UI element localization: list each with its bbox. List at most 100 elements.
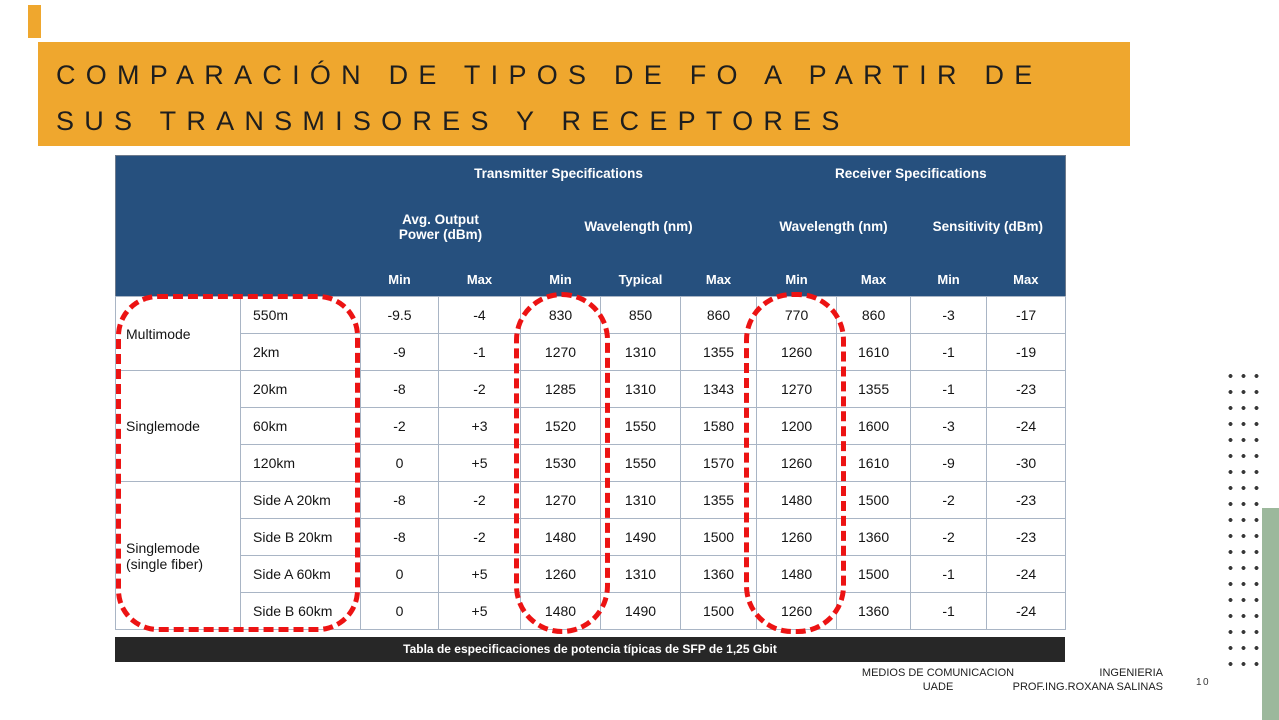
fiber-type-cell: Multimode: [115, 296, 241, 371]
value-cell: 1360: [836, 518, 912, 556]
header-spacer: [115, 190, 361, 263]
distance-cell: 120km: [240, 444, 361, 482]
value-cell: 1355: [836, 370, 912, 408]
value-cell: -30: [986, 444, 1067, 482]
value-cell: 830: [520, 296, 601, 334]
value-cell: 1310: [600, 370, 681, 408]
value-cell: -24: [986, 555, 1067, 593]
table-row: Singlemode (single fiber) Side A 20km -8…: [115, 481, 1067, 630]
fiber-spec-table: Transmitter Specifications Receiver Spec…: [115, 155, 1067, 630]
subheader-max: Max: [986, 262, 1066, 297]
value-cell: 1530: [520, 444, 601, 482]
value-cell: +5: [438, 592, 521, 630]
value-cell: 1600: [836, 407, 912, 445]
table-row: 2km -9 -1 1270 1310 1355 1260 1610 -1 -1…: [116, 333, 1067, 371]
value-cell: 0: [360, 555, 439, 593]
value-cell: 1310: [600, 333, 681, 371]
value-cell: -2: [438, 518, 521, 556]
value-cell: -9.5: [360, 296, 439, 334]
table-caption: Tabla de especificaciones de potencia tí…: [115, 637, 1065, 662]
value-cell: 1355: [679, 333, 758, 371]
table-row: Multimode 550m -9.5 -4 830 850 860 770 8…: [115, 296, 1067, 371]
value-cell: +3: [438, 407, 521, 445]
fiber-type-cell: Singlemode (single fiber): [115, 481, 241, 630]
subheader-max: Max: [680, 262, 757, 297]
value-cell: 1550: [600, 444, 681, 482]
value-cell: 1260: [756, 518, 838, 556]
value-cell: 1520: [520, 407, 601, 445]
value-cell: 1270: [756, 370, 838, 408]
value-cell: 1570: [679, 444, 758, 482]
tx-wavelength-header: Wavelength (nm): [520, 190, 757, 263]
value-cell: -23: [986, 370, 1067, 408]
subheader-min: Min: [520, 262, 601, 297]
value-cell: 1500: [836, 481, 912, 519]
value-cell: 1260: [756, 592, 838, 630]
avg-output-power-header: Avg. Output Power (dBm): [360, 190, 521, 263]
green-accent-bar: [1262, 508, 1279, 720]
value-cell: -2: [438, 370, 521, 408]
distance-cell: Side B 60km: [240, 592, 361, 630]
value-cell: -1: [910, 555, 988, 593]
decorative-dots-pattern: [1224, 368, 1264, 668]
value-cell: -3: [910, 296, 988, 334]
footer-dept: INGENIERIA PROF.ING.ROXANA SALINAS: [985, 666, 1163, 694]
subheader-min: Min: [756, 262, 837, 297]
value-cell: -2: [360, 407, 439, 445]
transmitter-specs-header: Transmitter Specifications: [360, 155, 757, 191]
slide-title-line1: COMPARACIÓN DE TIPOS DE FO A PARTIR DE: [56, 60, 1043, 90]
value-cell: 1355: [679, 481, 758, 519]
value-cell: 1270: [520, 333, 601, 371]
table-row: Side B 20km -8 -2 1480 1490 1500 1260 13…: [116, 518, 1067, 556]
distance-cell: 2km: [240, 333, 361, 371]
value-cell: +5: [438, 444, 521, 482]
value-cell: 860: [836, 296, 912, 334]
value-cell: -2: [438, 481, 521, 519]
value-cell: -4: [438, 296, 521, 334]
value-cell: 1270: [520, 481, 601, 519]
value-cell: 1490: [600, 518, 681, 556]
footer-dept-line1: INGENIERIA: [1099, 667, 1163, 679]
distance-cell: Side A 60km: [240, 555, 361, 593]
value-cell: 1500: [836, 555, 912, 593]
subheader-typical: Typical: [600, 262, 681, 297]
footer-dept-line2: PROF.ING.ROXANA SALINAS: [1012, 681, 1163, 693]
table-row: 120km 0 +5 1530 1550 1570 1260 1610 -9 -…: [116, 444, 1067, 482]
distance-cell: 60km: [240, 407, 361, 445]
distance-cell: 20km: [240, 370, 361, 408]
value-cell: 1360: [679, 555, 758, 593]
value-cell: 1285: [520, 370, 601, 408]
value-cell: -1: [910, 592, 988, 630]
value-cell: 1480: [756, 481, 838, 519]
value-cell: -24: [986, 407, 1067, 445]
value-cell: 1490: [600, 592, 681, 630]
header-spacer: [115, 262, 361, 297]
table-header-row-groups: Avg. Output Power (dBm) Wavelength (nm) …: [115, 190, 1066, 263]
value-cell: -17: [986, 296, 1067, 334]
footer-course-line2: UADE: [922, 681, 954, 693]
footer-course: MEDIOS DE COMUNICACION UADE: [846, 666, 1030, 694]
value-cell: 1480: [520, 518, 601, 556]
value-cell: -8: [360, 481, 439, 519]
receiver-specs-header: Receiver Specifications: [756, 155, 1066, 191]
value-cell: 1610: [836, 333, 912, 371]
subheader-max: Max: [438, 262, 521, 297]
value-cell: 0: [360, 592, 439, 630]
rx-wavelength-header: Wavelength (nm): [756, 190, 911, 263]
value-cell: 1310: [600, 555, 681, 593]
value-cell: -8: [360, 370, 439, 408]
value-cell: +5: [438, 555, 521, 593]
subheader-min: Min: [360, 262, 439, 297]
value-cell: 1360: [836, 592, 912, 630]
value-cell: -9: [360, 333, 439, 371]
value-cell: 850: [600, 296, 681, 334]
value-cell: 1500: [679, 518, 758, 556]
value-cell: -2: [910, 481, 988, 519]
distance-cell: Side A 20km: [240, 481, 361, 519]
table-row: Singlemode 20km -8 -2 1285 1310 1343 127…: [115, 370, 1067, 482]
sensitivity-header: Sensitivity (dBm): [910, 190, 1066, 263]
subheader-min: Min: [910, 262, 987, 297]
value-cell: 1480: [520, 592, 601, 630]
value-cell: -24: [986, 592, 1067, 630]
